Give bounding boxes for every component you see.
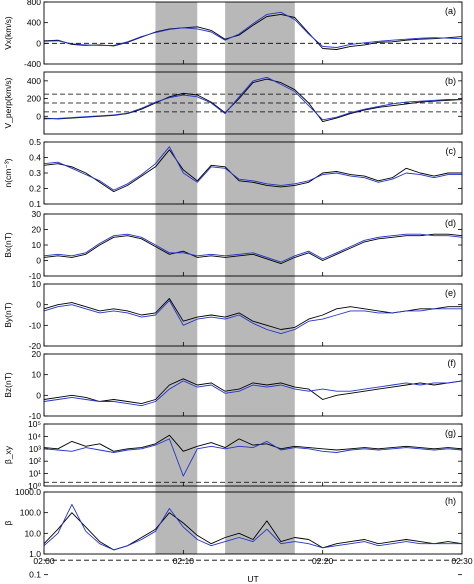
y-axis-label: n(cm⁻³): [3, 158, 13, 187]
panel-frame: [43, 71, 463, 135]
y-tick-label: 0.2: [29, 184, 41, 194]
panel-6: 20 10 0 -10 Bz(nT) (f): [3, 349, 463, 421]
y-tick-label: 0.3: [29, 168, 41, 178]
y-tick-label: 10: [32, 370, 42, 380]
y-tick-label: 0.4: [29, 153, 41, 163]
y-tick-label: 400: [27, 18, 41, 28]
panel-frame: [43, 283, 463, 347]
panel-3: 0.5 0.4 0.3 0.2 0.1 n(cm⁻³) (c): [3, 137, 463, 209]
y-tick-label: 800: [27, 0, 41, 7]
series-1-line: [43, 149, 462, 193]
y-tick-label: 100.0: [20, 508, 42, 518]
y-tick-label: 10¹: [29, 469, 41, 479]
panel-tag: (g): [445, 428, 456, 438]
panel-frame: [43, 423, 463, 487]
panels: 8004000-400Vx(km/s)(a)4002000V_perp(km/s…: [3, 0, 463, 580]
panel-1: 800 400 0 -400 Vx(km/s) (a): [3, 0, 463, 69]
y-tick-label: 10⁰: [28, 481, 41, 491]
series-1-line: [43, 233, 463, 265]
panel-2: 400 200 0 V_perp(km/s) (b): [3, 71, 463, 135]
series-2-line: [43, 76, 462, 121]
panel-7: 10⁵ 10⁴ 10³ 10² 10¹ 10⁰ β_xy (g): [3, 419, 463, 491]
panel-tag: (f): [448, 358, 457, 368]
y-tick-label: 0: [36, 390, 41, 400]
shaded-interval-1: [155, 2, 198, 554]
y-tick-label: -10: [29, 320, 42, 330]
x-tick-label: 02:10: [173, 556, 195, 566]
y-tick-label: 0.1: [29, 570, 41, 580]
y-tick-label: -20: [29, 341, 42, 351]
y-tick-label: 0: [36, 300, 41, 310]
panel-tag: (a): [445, 6, 456, 16]
series-2-line: [43, 11, 463, 48]
x-tick-label: 02:30: [451, 556, 473, 566]
panel-4: 30 20 10 0 -10 Bx(nT) (d): [3, 209, 463, 281]
y-axis-label: V_perp(km/s): [3, 77, 13, 128]
series-1-line: [43, 13, 463, 50]
panel-tag: (b): [445, 76, 456, 86]
y-tick-label: 20: [32, 225, 42, 235]
series-2-line: [43, 438, 463, 477]
y-tick-label: -10: [29, 271, 42, 281]
panel-tag: (d): [445, 218, 456, 228]
shaded-intervals: [155, 2, 295, 554]
y-axis-label: Vx(km/s): [3, 16, 13, 50]
y-axis-label: Bz(nT): [3, 372, 13, 398]
y-tick-label: 1000.0: [15, 487, 41, 497]
panel-frame: [43, 353, 463, 417]
y-axis-label: Bx(nT): [3, 232, 13, 258]
y-tick-label: 10: [32, 279, 42, 289]
y-tick-label: 0.1: [29, 199, 41, 209]
panel-8: 1000.0 100.0 10.0 1.0 0.1 β (h): [3, 487, 463, 580]
y-tick-label: -400: [24, 59, 41, 69]
y-tick-label: 0.5: [29, 137, 41, 147]
y-tick-label: 10³: [29, 444, 41, 454]
series-2-line: [43, 380, 463, 407]
panel-tag: (e): [445, 288, 456, 298]
y-tick-label: 0: [36, 256, 41, 266]
y-tick-label: 10: [32, 240, 42, 250]
y-tick-label: 10.0: [24, 528, 41, 538]
y-tick-label: 0: [36, 111, 41, 121]
y-tick-label: -10: [29, 411, 42, 421]
y-tick-label: 0: [36, 38, 41, 48]
series-1-line: [43, 434, 463, 452]
series-1-line: [43, 378, 463, 405]
y-axis-label: β_xy: [3, 445, 13, 464]
series-2-line: [43, 146, 462, 191]
panel-frame: [43, 1, 463, 65]
x-tick-label: 02:20: [312, 556, 334, 566]
y-tick-label: 10⁴: [28, 431, 41, 441]
panel-tag: (h): [445, 496, 456, 506]
y-tick-label: 10⁵: [28, 419, 41, 429]
x-axis-label: UT: [247, 574, 258, 584]
y-tick-label: 400: [27, 76, 41, 86]
panel-tag: (c): [446, 146, 457, 156]
y-tick-label: 10²: [29, 456, 41, 466]
y-tick-label: 20: [32, 349, 42, 359]
x-tick-label: 02:00: [33, 556, 55, 566]
series-2-line: [43, 233, 463, 263]
x-axis: UT 02:00 02:10 02:20 02:30: [33, 556, 473, 584]
series-2-line: [43, 503, 462, 551]
y-axis-label: By(nT): [3, 302, 13, 328]
panel-5: 10 0 -10 -20 By(nT) (e): [3, 279, 463, 351]
y-tick-label: 200: [27, 94, 41, 104]
y-tick-label: 1.0: [29, 549, 41, 559]
series-2-line: [43, 300, 462, 335]
y-tick-label: 30: [32, 209, 42, 219]
y-axis-label: β: [3, 520, 13, 525]
panel-frame: [43, 491, 463, 555]
